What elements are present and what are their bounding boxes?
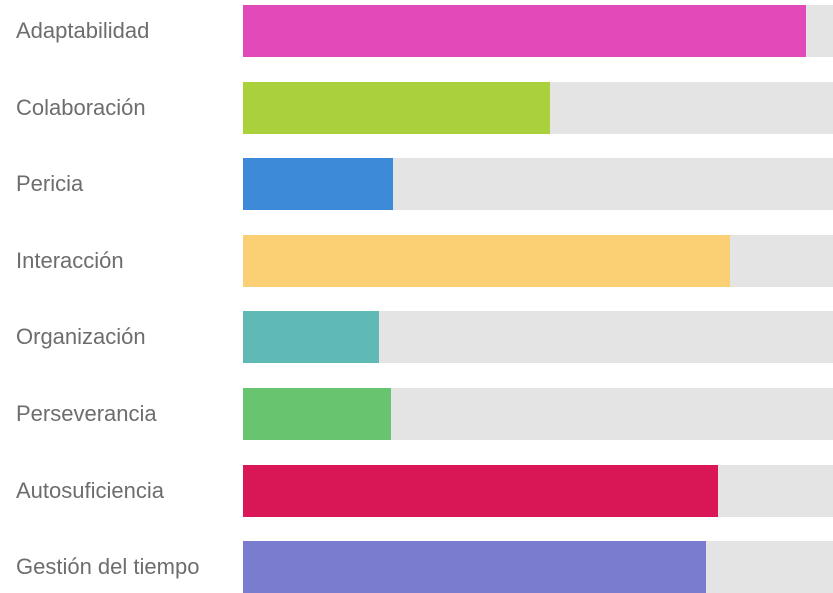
bar-track: [243, 311, 833, 364]
bar-row: Perseverancia: [0, 388, 833, 440]
bar-row: Organización: [0, 311, 833, 364]
bar-row: Interacción: [0, 234, 833, 287]
bar-track: [243, 464, 833, 517]
category-label: Perseverancia: [16, 401, 157, 426]
bar-row: Autosuficiencia: [0, 464, 833, 517]
bar-row: Gestión del tiempo: [0, 541, 833, 593]
bar-row: Colaboración: [0, 81, 833, 134]
category-label: Gestión del tiempo: [16, 554, 200, 580]
category-label: Colaboración: [16, 94, 146, 120]
category-label: Pericia: [16, 171, 84, 197]
bar-track: [243, 388, 833, 440]
bar: [243, 311, 379, 364]
category-label: Interacción: [16, 247, 124, 273]
bar-track: [243, 234, 833, 287]
bar-track: [243, 541, 833, 593]
bar-track: [243, 81, 833, 134]
bar: [243, 388, 391, 440]
category-label: Adaptabilidad: [16, 18, 150, 43]
bar-row: Pericia: [0, 158, 833, 211]
bar: [243, 158, 394, 211]
bar-track: [243, 5, 833, 57]
bar-row: Adaptabilidad: [0, 5, 833, 57]
category-label: Organización: [16, 324, 146, 350]
bar: [243, 81, 550, 134]
bar: [243, 234, 730, 287]
category-label: Autosuficiencia: [16, 477, 164, 503]
bar: [243, 464, 718, 517]
bar-track: [243, 158, 833, 211]
bar: [243, 541, 707, 593]
bar: [243, 5, 807, 57]
